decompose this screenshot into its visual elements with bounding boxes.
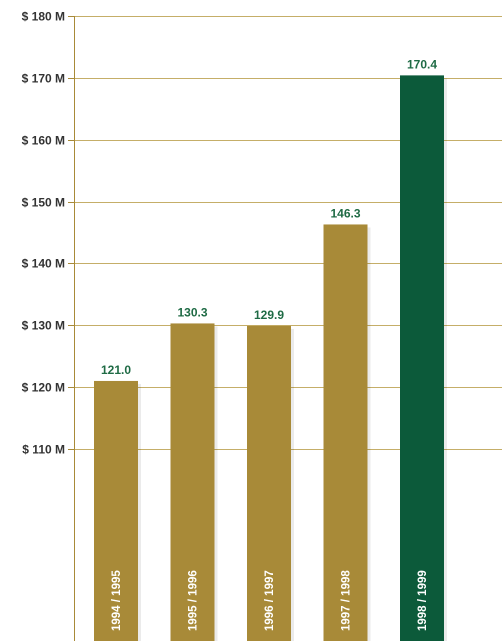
bar-2 xyxy=(247,325,291,641)
category-label-2: 1996 / 1997 xyxy=(264,570,276,631)
y-axis xyxy=(68,16,75,641)
gridlines xyxy=(74,16,502,450)
value-label-3: 146.3 xyxy=(330,206,360,220)
y-tick-label-170: $ 170 M xyxy=(22,72,65,86)
bars xyxy=(94,75,447,641)
value-labels: 121.0 130.3 129.9 146.3 170.4 xyxy=(101,57,437,377)
bar-3 xyxy=(323,224,368,641)
y-tick-label-180: $ 180 M xyxy=(22,10,65,24)
category-label-4: 1998 / 1999 xyxy=(417,570,429,631)
y-tick-label-140: $ 140 M xyxy=(22,257,65,271)
y-tick-label-150: $ 150 M xyxy=(22,196,65,210)
category-label-0: 1994 / 1995 xyxy=(111,570,123,631)
bar-0 xyxy=(94,380,138,641)
y-tick-label-130: $ 130 M xyxy=(22,319,65,333)
y-axis-tick-labels: $ 110 M $ 120 M $ 130 M $ 140 M $ 150 M $ 160… xyxy=(22,10,65,457)
category-labels: 1994 / 1995 1995 / 1996 1996 / 1997 1997 / … xyxy=(111,570,429,631)
bar-4 xyxy=(400,75,444,641)
category-label-3: 1997 / 1998 xyxy=(341,570,353,631)
value-label-4: 170.4 xyxy=(407,57,437,71)
category-label-1: 1995 / 1996 xyxy=(188,570,200,631)
value-label-1: 130.3 xyxy=(177,305,207,319)
y-tick-label-160: $ 160 M xyxy=(22,134,65,148)
value-label-2: 129.9 xyxy=(254,308,284,322)
bar-1 xyxy=(170,323,215,641)
y-tick-label-110: $ 110 M xyxy=(22,443,65,457)
value-label-0: 121.0 xyxy=(101,363,131,377)
y-tick-label-120: $ 120 M xyxy=(22,381,65,395)
